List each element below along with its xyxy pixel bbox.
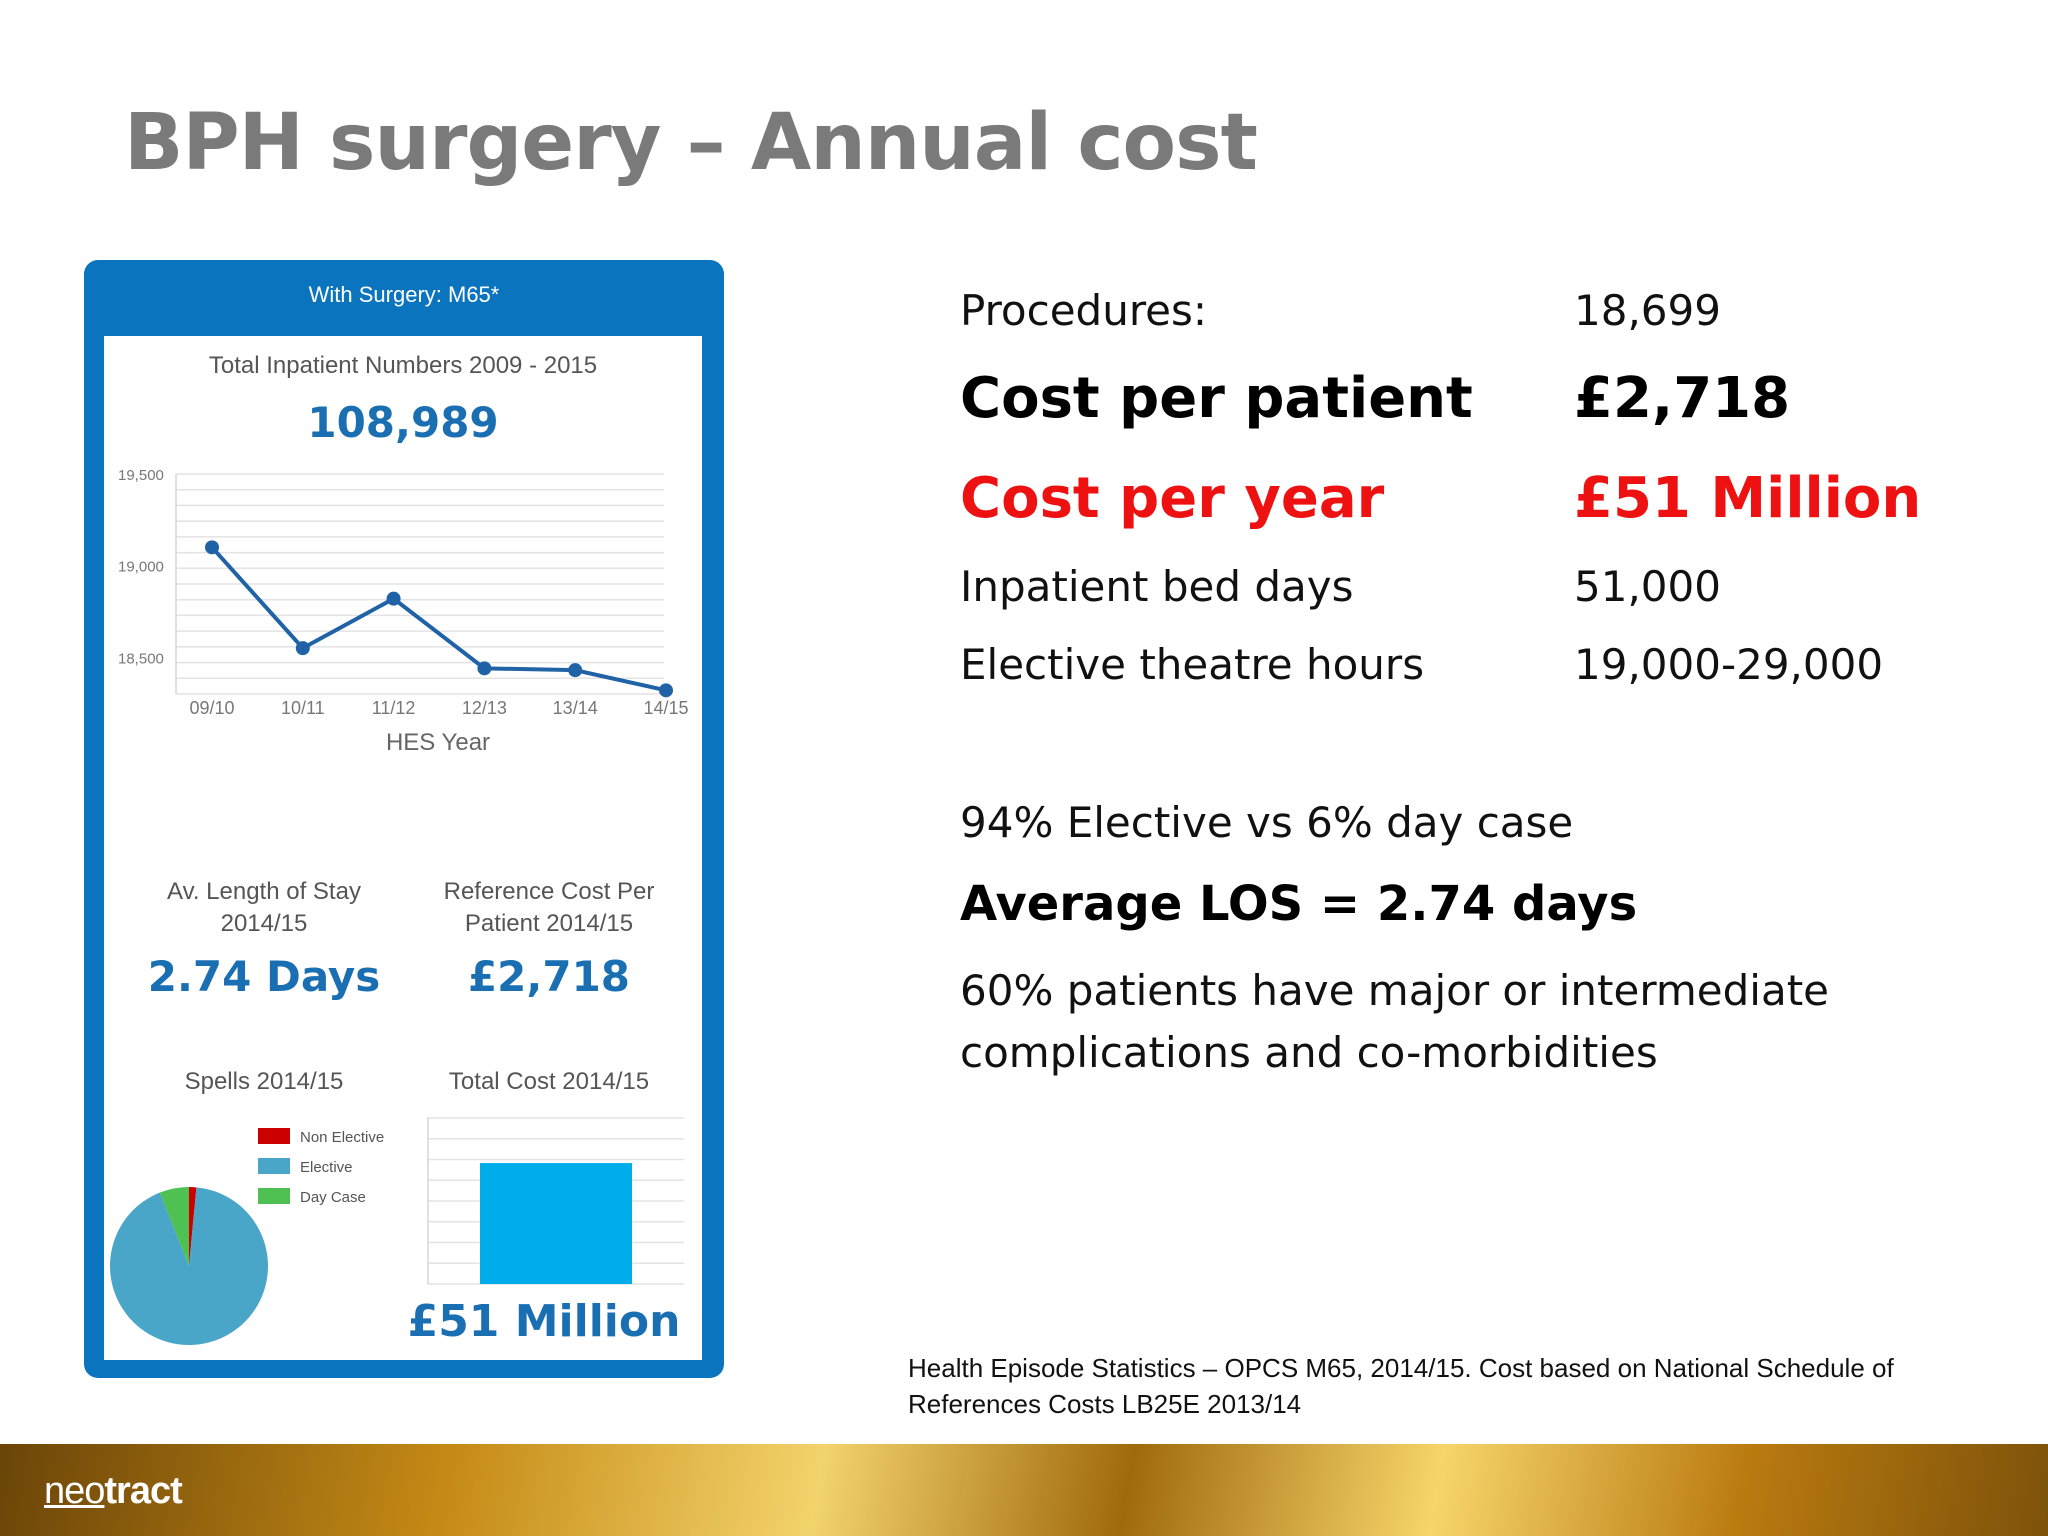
average-los-text: Average LOS = 2.74 days bbox=[960, 876, 1638, 932]
total-cost-title: Total Cost 2014/15 bbox=[448, 1068, 650, 1095]
x-tick-label: 10/11 bbox=[281, 698, 325, 718]
stat-label: Inpatient bed days bbox=[960, 562, 1354, 611]
los-value: 2.74 Days bbox=[147, 952, 381, 1001]
complications-line-2: complications and co-morbidities bbox=[960, 1028, 1658, 1077]
spells-pie-chart: Non Elective Elective Day Case bbox=[110, 1128, 384, 1345]
legend-entry: Non Elective bbox=[300, 1129, 384, 1146]
inpatient-series-line bbox=[210, 545, 667, 693]
stat-label: Cost per year bbox=[960, 466, 1385, 531]
complications-line-1: 60% patients have major or intermediate bbox=[960, 966, 1829, 1015]
legend-swatch bbox=[258, 1128, 290, 1144]
complications-text: 60% patients have major or intermediate … bbox=[960, 960, 1980, 1084]
source-footnote: Health Episode Statistics – OPCS M65, 20… bbox=[908, 1353, 1894, 1419]
stat-value: 18,699 bbox=[1574, 286, 1721, 335]
cost-bar bbox=[480, 1163, 632, 1284]
los-title-line-1: Av. Length of Stay bbox=[167, 878, 361, 905]
footer-band bbox=[0, 1444, 2048, 1536]
data-point bbox=[205, 540, 219, 555]
neotract-logo: neotract bbox=[44, 1470, 183, 1512]
ref-cost-title-line-1: Reference Cost Per bbox=[443, 878, 655, 905]
stat-value: 51,000 bbox=[1574, 562, 1721, 611]
pie-slice bbox=[159, 1187, 189, 1266]
legend-swatch bbox=[258, 1188, 290, 1204]
x-tick-label: 12/13 bbox=[462, 698, 507, 718]
y-tick-label: 19,500 bbox=[118, 467, 164, 484]
stat-label: Elective theatre hours bbox=[960, 640, 1425, 689]
x-axis-label: HES Year bbox=[386, 729, 490, 756]
slide-title: BPH surgery – Annual cost bbox=[124, 98, 1258, 188]
total-cost-value: £51 Million bbox=[407, 1296, 681, 1347]
data-point bbox=[295, 641, 310, 656]
stat-value: £51 Million bbox=[1574, 466, 1922, 531]
los-title-line-2: 2014/15 bbox=[220, 910, 308, 937]
los-title: Av. Length of Stay 2014/15 bbox=[144, 876, 384, 940]
legend-swatch bbox=[258, 1158, 290, 1174]
total-inpatient-title: Total Inpatient Numbers 2009 - 2015 bbox=[208, 352, 598, 379]
x-tick-label: 09/10 bbox=[189, 698, 234, 718]
elective-split-text: 94% Elective vs 6% day case bbox=[960, 798, 1574, 847]
stat-value: £2,718 bbox=[1574, 366, 1791, 431]
ref-cost-value: £2,718 bbox=[467, 952, 631, 1001]
data-point bbox=[659, 683, 673, 698]
pie-slice bbox=[189, 1187, 197, 1266]
ref-cost-title-line-2: Patient 2014/15 bbox=[464, 910, 634, 937]
legend-entry: Day Case bbox=[300, 1189, 366, 1206]
x-tick-label: 13/14 bbox=[553, 698, 598, 718]
y-tick-label: 18,500 bbox=[118, 650, 164, 667]
inpatient-line-chart: 19,500 19,000 18,500 09/10 10/11 11/12 12/13 1… bbox=[118, 467, 689, 756]
total-inpatient-value: 108,989 bbox=[307, 398, 499, 447]
panel-header: With Surgery: M65* bbox=[308, 282, 500, 307]
panel-body: Total Inpatient Numbers 2009 - 2015 108,… bbox=[104, 336, 702, 1360]
spells-title: Spells 2014/15 bbox=[184, 1068, 344, 1095]
pie-slice bbox=[110, 1187, 268, 1345]
surgery-panel: With Surgery: M65* Total Inpatient Numbe… bbox=[84, 260, 724, 1378]
stat-label: Procedures: bbox=[960, 286, 1208, 335]
data-point bbox=[386, 591, 401, 606]
stat-label: Cost per patient bbox=[960, 366, 1473, 431]
legend-entry: Elective bbox=[300, 1159, 353, 1176]
stat-value: 19,000-29,000 bbox=[1574, 640, 1884, 689]
y-tick-label: 19,000 bbox=[118, 559, 164, 576]
x-tick-label: 11/12 bbox=[372, 698, 416, 718]
data-point bbox=[568, 663, 583, 678]
ref-cost-title: Reference Cost Per Patient 2014/15 bbox=[414, 876, 684, 940]
x-tick-label: 14/15 bbox=[643, 698, 688, 718]
data-point bbox=[477, 661, 492, 676]
total-cost-bar-chart bbox=[427, 1117, 684, 1285]
